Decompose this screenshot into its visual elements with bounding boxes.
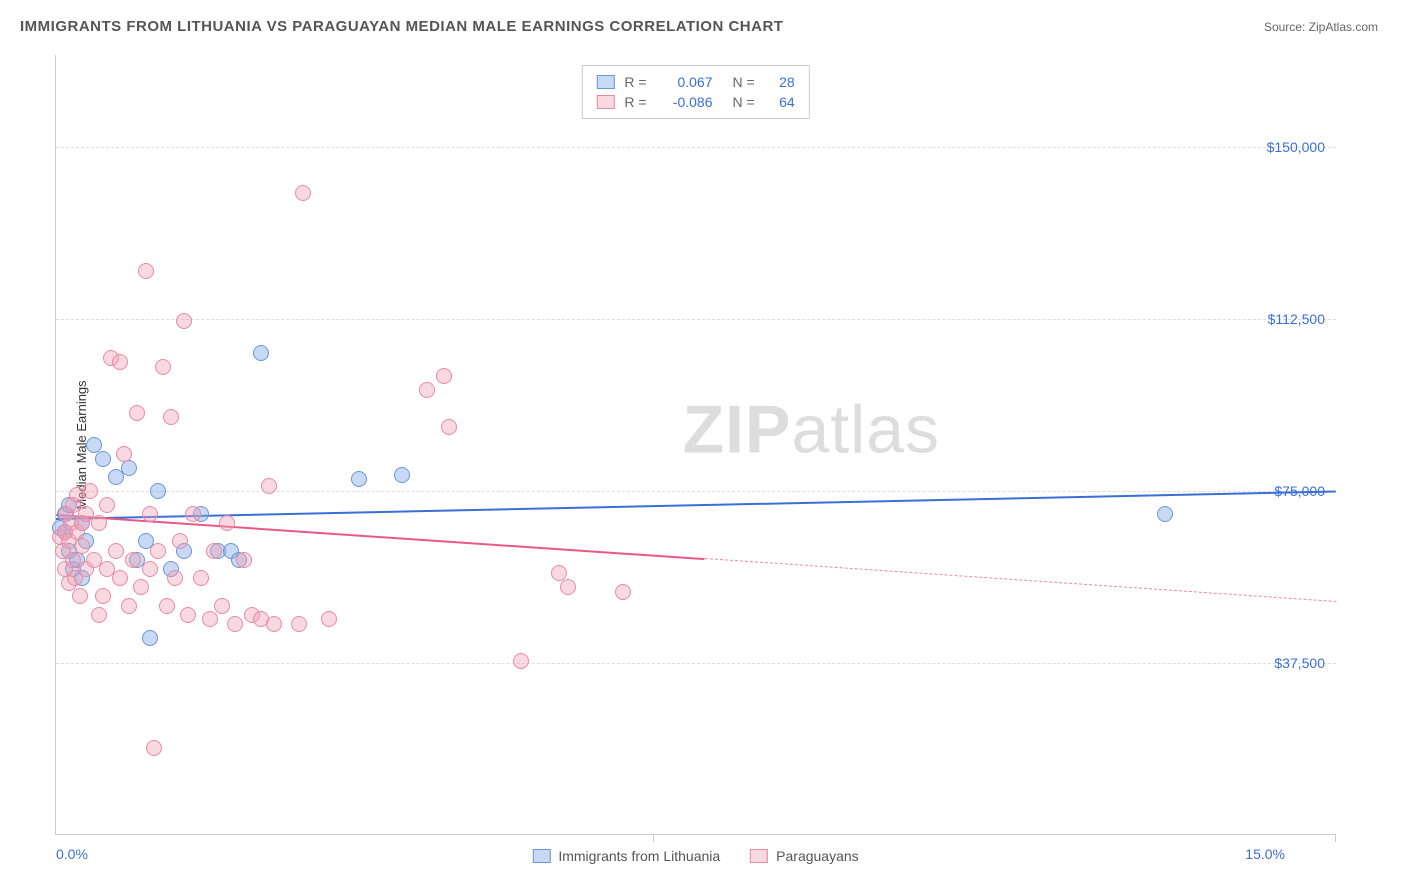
- scatter-point: [436, 368, 452, 384]
- scatter-point: [116, 446, 132, 462]
- scatter-point: [159, 598, 175, 614]
- scatter-point: [219, 515, 235, 531]
- scatter-point: [95, 588, 111, 604]
- scatter-point: [261, 478, 277, 494]
- scatter-point: [133, 579, 149, 595]
- trend-line-dashed: [704, 558, 1336, 602]
- series-legend-item: Immigrants from Lithuania: [532, 848, 720, 864]
- scatter-point: [236, 552, 252, 568]
- scatter-point: [121, 460, 137, 476]
- scatter-point: [615, 584, 631, 600]
- scatter-point: [138, 263, 154, 279]
- scatter-point: [129, 405, 145, 421]
- scatter-point: [72, 588, 88, 604]
- scatter-point: [121, 598, 137, 614]
- scatter-point: [1157, 506, 1173, 522]
- scatter-point: [176, 313, 192, 329]
- y-tick-label: $150,000: [1267, 139, 1325, 155]
- scatter-point: [172, 533, 188, 549]
- n-label: N =: [733, 74, 755, 90]
- scatter-point: [419, 382, 435, 398]
- scatter-point: [125, 552, 141, 568]
- watermark-light: atlas: [791, 391, 940, 467]
- scatter-point: [167, 570, 183, 586]
- scatter-point: [95, 451, 111, 467]
- legend-swatch: [750, 849, 768, 863]
- scatter-point: [150, 483, 166, 499]
- scatter-point: [394, 467, 410, 483]
- gridline-h: [56, 491, 1336, 492]
- n-label: N =: [733, 94, 755, 110]
- scatter-point: [193, 570, 209, 586]
- n-value: 28: [765, 74, 795, 90]
- scatter-point: [185, 506, 201, 522]
- scatter-point: [142, 506, 158, 522]
- scatter-point: [560, 579, 576, 595]
- legend-swatch: [596, 75, 614, 89]
- scatter-point: [321, 611, 337, 627]
- series-legend-item: Paraguayans: [750, 848, 859, 864]
- scatter-point: [163, 409, 179, 425]
- chart-title: IMMIGRANTS FROM LITHUANIA VS PARAGUAYAN …: [20, 18, 783, 35]
- r-label: R =: [624, 94, 646, 110]
- scatter-point: [91, 607, 107, 623]
- legend-swatch: [596, 95, 614, 109]
- scatter-point: [112, 570, 128, 586]
- scatter-point: [295, 185, 311, 201]
- scatter-point: [202, 611, 218, 627]
- scatter-point: [266, 616, 282, 632]
- scatter-point: [155, 359, 171, 375]
- legend-swatch: [532, 849, 550, 863]
- x-axis-min-label: 0.0%: [56, 846, 88, 862]
- n-value: 64: [765, 94, 795, 110]
- correlation-row: R = 0.067 N = 28: [596, 72, 794, 92]
- watermark: ZIPatlas: [683, 390, 940, 468]
- scatter-point: [206, 543, 222, 559]
- scatter-point: [99, 497, 115, 513]
- y-tick-label: $37,500: [1274, 655, 1325, 671]
- scatter-point: [180, 607, 196, 623]
- source-attribution: Source: ZipAtlas.com: [1264, 20, 1378, 34]
- scatter-point: [74, 538, 90, 554]
- scatter-point: [142, 561, 158, 577]
- y-tick-label: $112,500: [1268, 311, 1325, 327]
- gridline-h: [56, 663, 1336, 664]
- x-tick-mark: [653, 834, 654, 842]
- r-label: R =: [624, 74, 646, 90]
- series-name: Paraguayans: [776, 848, 859, 864]
- x-tick-mark: [1335, 834, 1336, 842]
- x-axis-max-label: 15.0%: [1245, 846, 1285, 862]
- scatter-point: [82, 483, 98, 499]
- scatter-point: [291, 616, 307, 632]
- plot-region: ZIPatlas R = 0.067 N = 28 R = -0.086 N = 64 0.0…: [55, 55, 1335, 835]
- scatter-point: [91, 515, 107, 531]
- series-name: Immigrants from Lithuania: [558, 848, 720, 864]
- scatter-point: [513, 653, 529, 669]
- series-legend: Immigrants from Lithuania Paraguayans: [532, 848, 858, 864]
- watermark-bold: ZIP: [683, 391, 792, 467]
- scatter-point: [112, 354, 128, 370]
- chart-area: Median Male Earnings ZIPatlas R =0.067N …: [55, 55, 1375, 835]
- scatter-point: [214, 598, 230, 614]
- scatter-point: [142, 630, 158, 646]
- scatter-point: [146, 740, 162, 756]
- scatter-point: [108, 543, 124, 559]
- scatter-point: [351, 471, 367, 487]
- r-value: -0.086: [657, 94, 713, 110]
- correlation-row: R = -0.086 N = 64: [596, 92, 794, 112]
- gridline-h: [56, 319, 1336, 320]
- gridline-h: [56, 147, 1336, 148]
- correlation-legend: R = 0.067 N = 28 R = -0.086 N = 64: [581, 65, 809, 119]
- trend-line-solid: [56, 491, 1336, 521]
- scatter-point: [441, 419, 457, 435]
- r-value: 0.067: [657, 74, 713, 90]
- scatter-point: [227, 616, 243, 632]
- scatter-point: [150, 543, 166, 559]
- scatter-point: [253, 345, 269, 361]
